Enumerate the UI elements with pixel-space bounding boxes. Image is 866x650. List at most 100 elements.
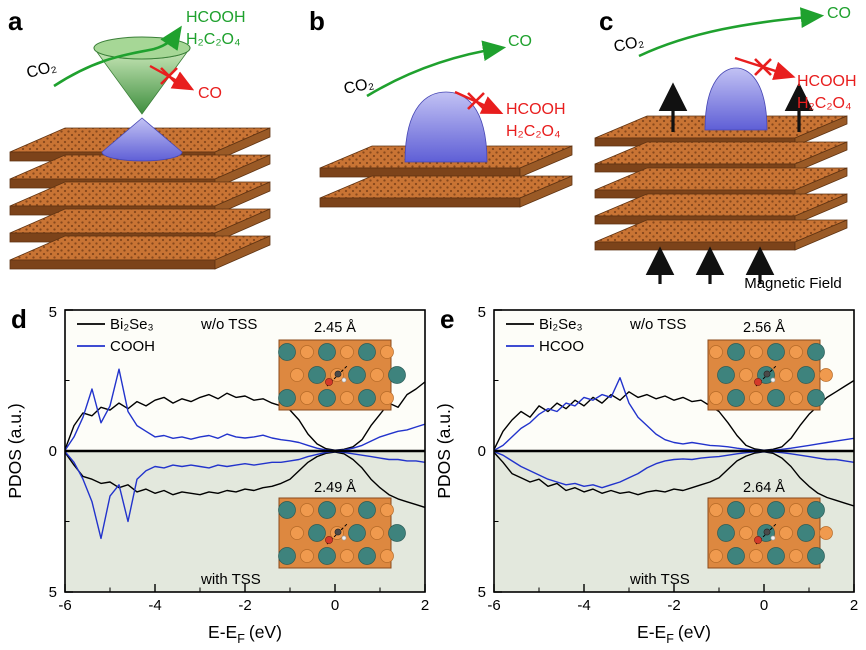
h-atom	[341, 377, 347, 383]
se-atom	[278, 547, 296, 565]
co2-label-b: CO₂	[342, 75, 375, 98]
se-atom	[767, 547, 785, 565]
bi-atom	[380, 549, 394, 563]
pdos-curve	[65, 381, 425, 451]
magnetic-field-label: Magnetic Field	[744, 275, 842, 292]
h-atom	[770, 377, 776, 383]
panel-c-schematic: c CO₂ CO HCOOH H₂C₂O₄ Magnetic Field	[594, 5, 857, 292]
se-atom	[767, 343, 785, 361]
gapped-band-dome	[404, 91, 488, 163]
y-axis-label: PDOS (a.u.)	[434, 403, 454, 498]
xtick: -4	[577, 597, 590, 614]
bi-atom	[819, 526, 833, 540]
structure-inset-upper	[707, 339, 833, 411]
x-axis-label: E-EF (eV)	[637, 622, 711, 646]
with-tss-annotation: with TSS	[200, 571, 261, 588]
bi-atom	[380, 391, 394, 405]
bi-atom	[340, 391, 354, 405]
blocked-product-c-2: H₂C₂O₄	[797, 95, 852, 112]
green-reaction-arrow-a	[53, 25, 182, 88]
c-atom	[763, 528, 771, 536]
se-atom	[797, 366, 815, 384]
red-cross-a	[160, 67, 178, 85]
legend-label-bi2se3: Bi₂Se₃	[539, 316, 583, 333]
bi-atom	[819, 368, 833, 382]
slab-layer-front	[9, 259, 216, 270]
panel-label-c: c	[599, 6, 613, 36]
blocked-product-b-1: HCOOH	[506, 101, 566, 118]
bi-atom	[709, 391, 723, 405]
panel-label-b: b	[309, 6, 325, 36]
se-atom	[308, 366, 326, 384]
panel-label-a: a	[8, 6, 23, 36]
bi-atom	[749, 345, 763, 359]
bi-atom	[779, 526, 793, 540]
dirac-cone-lower	[101, 117, 183, 162]
o-atom	[754, 378, 762, 386]
distance-label-upper: 2.56 Å	[743, 319, 785, 336]
bi-atom	[300, 503, 314, 517]
panel-a-schematic: a CO₂ HCOOH H₂C₂O₄ CO	[8, 6, 271, 270]
se-atom	[358, 547, 376, 565]
se-atom	[727, 343, 745, 361]
ytick: 5	[49, 304, 57, 321]
se-atom	[717, 366, 735, 384]
allowed-product-a-1: HCOOH	[186, 9, 246, 26]
structure-inset-lower	[278, 497, 406, 569]
se-atom	[767, 389, 785, 407]
pdos-curves	[494, 376, 854, 507]
ytick: 0	[478, 443, 486, 460]
se-atom	[348, 524, 366, 542]
distance-label-lower: 2.64 Å	[743, 479, 785, 496]
xtick: -6	[58, 597, 71, 614]
bi-atom	[300, 391, 314, 405]
ytick: 5	[478, 304, 486, 321]
bi-atom	[709, 503, 723, 517]
xtick: -2	[238, 597, 251, 614]
structure-inset-upper	[278, 339, 406, 411]
bi-atom	[749, 549, 763, 563]
se-atom	[807, 547, 825, 565]
pdos-plot-cooh: d -6 -4 -2 0 2 5 0 5 PDOS (a.u.) E-EF (eV…	[5, 304, 429, 646]
with-tss-annotation: with TSS	[629, 571, 690, 588]
bi-atom	[340, 549, 354, 563]
c-atom	[334, 370, 342, 378]
panel-b-schematic: b CO₂ CO HCOOH H₂C₂O₄	[309, 6, 573, 208]
se-atom	[807, 501, 825, 519]
se-atom	[767, 501, 785, 519]
blocked-product-b-2: H₂C₂O₄	[506, 123, 561, 140]
red-cross-b	[467, 92, 485, 110]
legend-label-hcoo: HCOO	[539, 338, 584, 355]
bi-atom	[709, 549, 723, 563]
xtick: -2	[667, 597, 680, 614]
bi-atom	[789, 345, 803, 359]
magnetic-field-arrows	[645, 246, 775, 284]
se-atom	[727, 501, 745, 519]
wo-tss-annotation: w/o TSS	[629, 316, 686, 333]
pdos-plot-hcoo: e -6 -4 -2 0 2 5 0 5 PDOS (a.u.) E-EF (eV…	[434, 304, 858, 646]
se-atom	[358, 501, 376, 519]
se-atom	[318, 343, 336, 361]
xtick: 0	[760, 597, 768, 614]
se-atom	[358, 389, 376, 407]
slab-layer-front	[319, 197, 521, 208]
bi-atom	[370, 368, 384, 382]
se-atom	[797, 524, 815, 542]
red-cross-c	[754, 58, 772, 76]
bi-atom	[290, 526, 304, 540]
pdos-curves	[65, 368, 425, 540]
se-atom	[727, 389, 745, 407]
pdos-curve	[494, 379, 854, 451]
bi2se3-slab-magnetized	[594, 115, 848, 251]
o-atom	[754, 536, 762, 544]
bi-atom	[789, 549, 803, 563]
se-atom	[278, 501, 296, 519]
ytick: 0	[49, 443, 57, 460]
allowed-product-b: CO	[508, 33, 532, 50]
se-atom	[318, 547, 336, 565]
blocked-product-a: CO	[198, 85, 222, 102]
bi-atom	[340, 503, 354, 517]
bi-atom	[739, 368, 753, 382]
axis-ticks	[64, 309, 426, 593]
xtick: -6	[487, 597, 500, 614]
